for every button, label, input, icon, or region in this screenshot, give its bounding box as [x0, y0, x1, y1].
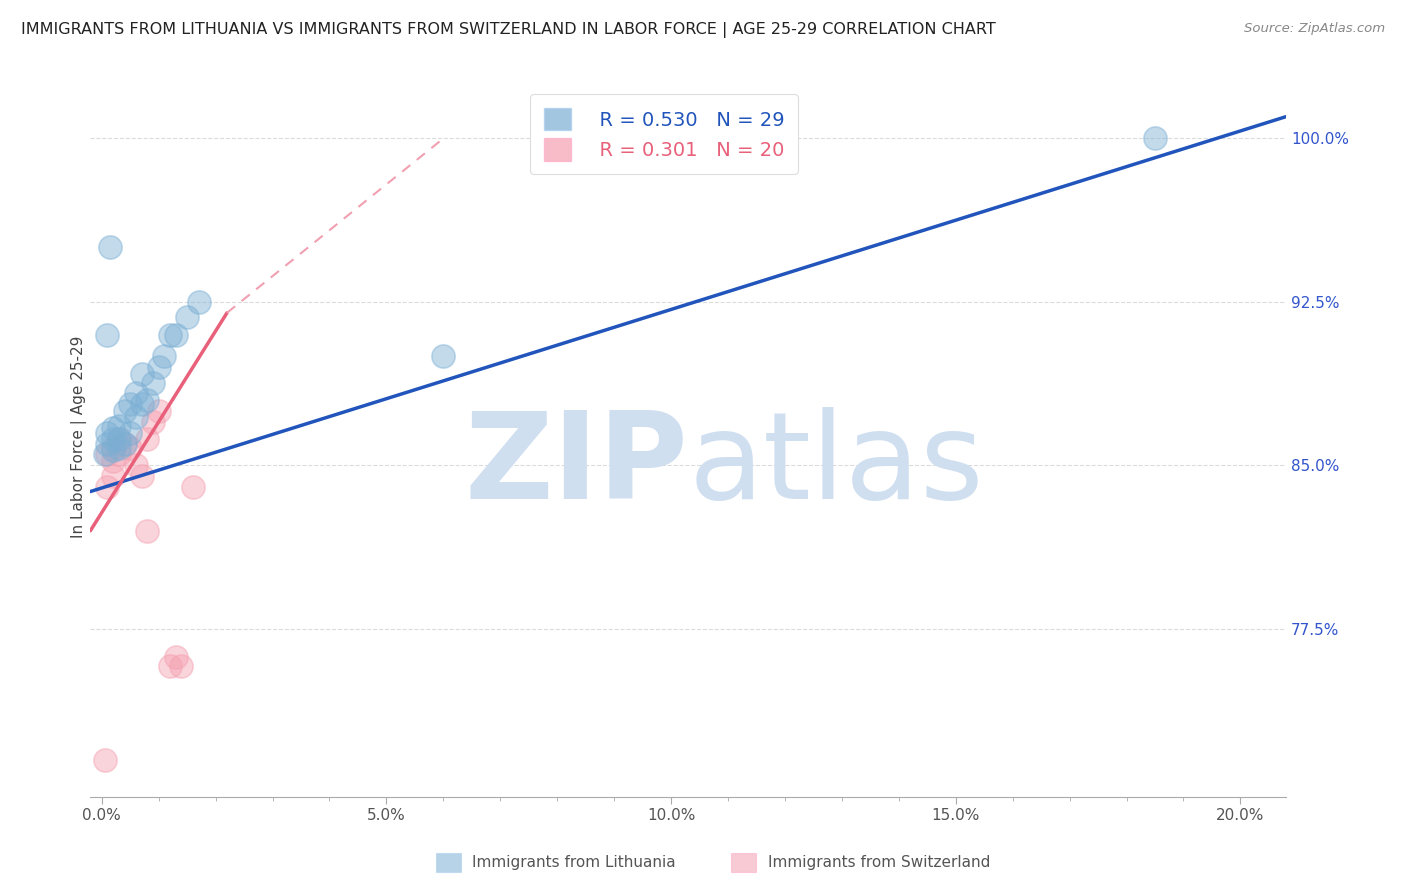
Point	[148, 404, 170, 418]
Point	[108, 441, 131, 455]
Point	[159, 659, 181, 673]
Text: Immigrants from Switzerland: Immigrants from Switzerland	[768, 855, 990, 870]
Point	[125, 458, 148, 473]
Point	[131, 469, 153, 483]
Point	[101, 443, 124, 458]
Point	[136, 524, 159, 538]
Point	[114, 436, 136, 450]
Point	[93, 448, 115, 462]
Point	[181, 480, 204, 494]
Point	[101, 421, 124, 435]
Point	[108, 432, 131, 446]
Y-axis label: In Labor Force | Age 25-29: In Labor Force | Age 25-29	[72, 336, 87, 538]
Point	[136, 392, 159, 407]
Point	[136, 432, 159, 446]
Point	[96, 436, 118, 450]
Point	[101, 469, 124, 483]
Text: Immigrants from Lithuania: Immigrants from Lithuania	[472, 855, 676, 870]
Legend:   R = 0.530   N = 29,   R = 0.301   N = 20: R = 0.530 N = 29, R = 0.301 N = 20	[530, 95, 799, 174]
Point	[170, 659, 193, 673]
Point	[96, 480, 118, 494]
Point	[125, 386, 148, 401]
Point	[165, 327, 187, 342]
Point	[96, 425, 118, 440]
Point	[108, 419, 131, 434]
Point	[96, 327, 118, 342]
Point	[432, 350, 454, 364]
Text: IMMIGRANTS FROM LITHUANIA VS IMMIGRANTS FROM SWITZERLAND IN LABOR FORCE | AGE 25: IMMIGRANTS FROM LITHUANIA VS IMMIGRANTS …	[21, 22, 995, 38]
Point	[131, 367, 153, 381]
Point	[101, 441, 124, 455]
Point	[98, 240, 121, 254]
Point	[165, 650, 187, 665]
Point	[1143, 131, 1166, 145]
Point	[101, 432, 124, 446]
Point	[142, 376, 165, 390]
Point	[187, 294, 209, 309]
Point	[159, 327, 181, 342]
Point	[96, 448, 118, 462]
Point	[120, 397, 142, 411]
Point	[101, 454, 124, 468]
Point	[108, 432, 131, 446]
Point	[142, 415, 165, 429]
Point	[148, 360, 170, 375]
Point	[114, 436, 136, 450]
Point	[114, 404, 136, 418]
Point	[93, 753, 115, 767]
Point	[120, 441, 142, 455]
Text: atlas: atlas	[688, 408, 984, 524]
Point	[125, 410, 148, 425]
Point	[176, 310, 198, 325]
Text: Source: ZipAtlas.com: Source: ZipAtlas.com	[1244, 22, 1385, 36]
Text: ZIP: ZIP	[464, 408, 688, 524]
Point	[120, 425, 142, 440]
Point	[108, 448, 131, 462]
Point	[153, 350, 176, 364]
Point	[131, 397, 153, 411]
